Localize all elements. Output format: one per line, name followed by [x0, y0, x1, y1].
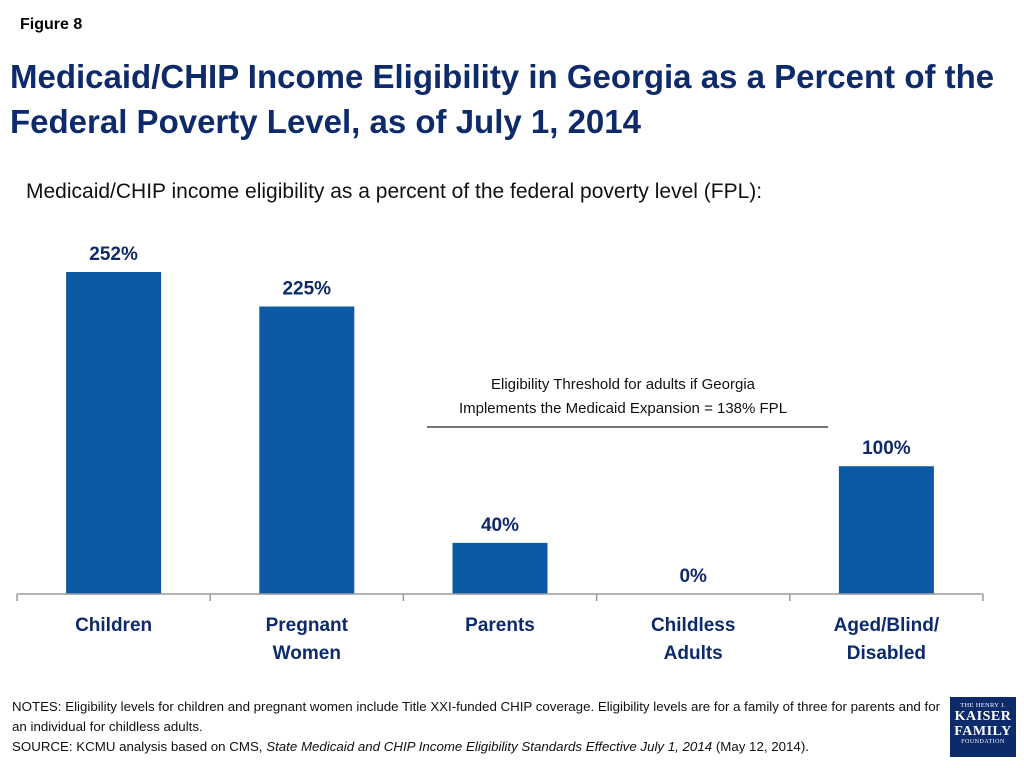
- bar-value-label: 252%: [89, 244, 138, 265]
- threshold-label: Implements the Medicaid Expansion = 138%…: [459, 400, 787, 417]
- bar-value-label: 40%: [481, 515, 519, 536]
- category-label: Pregnant: [266, 615, 349, 636]
- logo-line-1: THE HENRY J.: [960, 702, 1006, 709]
- bar: [838, 466, 934, 594]
- logo-line-4: FOUNDATION: [961, 739, 1005, 745]
- source-suffix: (May 12, 2014).: [712, 739, 809, 754]
- chart-title: Medicaid/CHIP Income Eligibility in Geor…: [10, 58, 995, 140]
- figure-label: Figure 8: [20, 16, 83, 33]
- category-label: Adults: [664, 643, 723, 664]
- category-label: Parents: [465, 615, 535, 636]
- notes-block: NOTES: Eligibility levels for children a…: [12, 697, 942, 757]
- category-label: Childless: [651, 615, 735, 636]
- bar: [66, 272, 162, 594]
- bars-layer: 252% 225% 40% 0% 100%: [66, 244, 934, 594]
- bar-value-label: 225%: [282, 279, 331, 300]
- bar: [452, 542, 548, 594]
- bar-chart: 252% 225% 40% 0% 100% Children Pregnant Women P…: [16, 244, 984, 664]
- logo-line-3: FAMILY: [954, 724, 1012, 739]
- bar: [259, 306, 355, 594]
- source-text: SOURCE: KCMU analysis based on CMS, Stat…: [12, 737, 942, 757]
- category-label: Children: [75, 615, 152, 636]
- bar-value-label: 0%: [679, 566, 707, 587]
- bar-value-label: 100%: [862, 438, 911, 459]
- source-title: State Medicaid and CHIP Income Eligibili…: [266, 739, 713, 754]
- category-label: Women: [273, 643, 341, 664]
- category-label: Disabled: [847, 643, 926, 664]
- x-axis: Children Pregnant Women Parents Childless Adu…: [16, 593, 984, 664]
- logo-line-2: KAISER: [954, 709, 1012, 724]
- notes-text: NOTES: Eligibility levels for children a…: [12, 699, 941, 734]
- category-label: Aged/Blind/: [834, 615, 940, 636]
- kff-logo: THE HENRY J. KAISER FAMILY FOUNDATION: [950, 697, 1016, 757]
- chart-subtitle: Medicaid/CHIP income eligibility as a pe…: [26, 180, 763, 203]
- source-prefix: SOURCE: KCMU analysis based on CMS,: [12, 739, 267, 754]
- threshold-annotation: Eligibility Threshold for adults if Geor…: [427, 376, 828, 428]
- threshold-label: Eligibility Threshold for adults if Geor…: [491, 376, 756, 393]
